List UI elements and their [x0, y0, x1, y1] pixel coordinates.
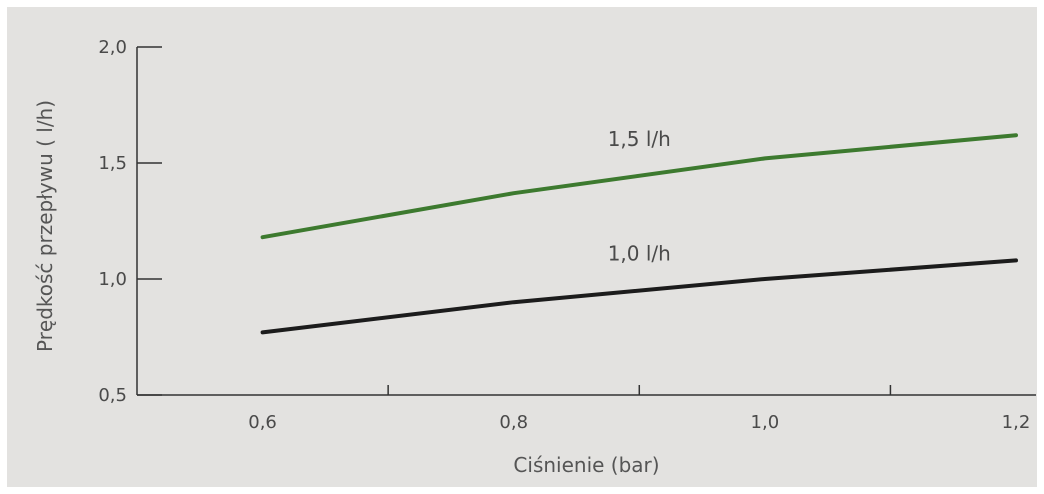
y-axis-ticks: 0,5 1,0 1,5 2,0: [98, 37, 162, 406]
series-label: 1,5 l/h: [608, 127, 671, 151]
x-tick-label: 1,2: [1002, 412, 1031, 433]
chart-panel: [7, 7, 1037, 487]
x-axis-title: Ciśnienie (bar): [513, 453, 659, 477]
x-tick-label: 1,0: [751, 412, 780, 433]
chart-axes: [136, 47, 1036, 396]
x-tick-label: 0,8: [499, 412, 528, 433]
y-tick-label: 1,5: [98, 153, 127, 174]
series-line: [260, 133, 1018, 240]
series-lines: 1,5 l/h 1,0 l/h: [260, 127, 1018, 335]
x-axis-ticks: 0,6 0,8 1,0 1,2: [248, 385, 1030, 433]
x-tick-label: 0,6: [248, 412, 277, 433]
y-tick-label: 2,0: [98, 37, 127, 58]
y-tick-label: 0,5: [98, 385, 127, 406]
series-line: [260, 258, 1018, 335]
y-axis-title: Prędkość przepływu ( l/h): [33, 100, 57, 352]
series-label: 1,0 l/h: [608, 242, 671, 266]
y-tick-label: 1,0: [98, 269, 127, 290]
